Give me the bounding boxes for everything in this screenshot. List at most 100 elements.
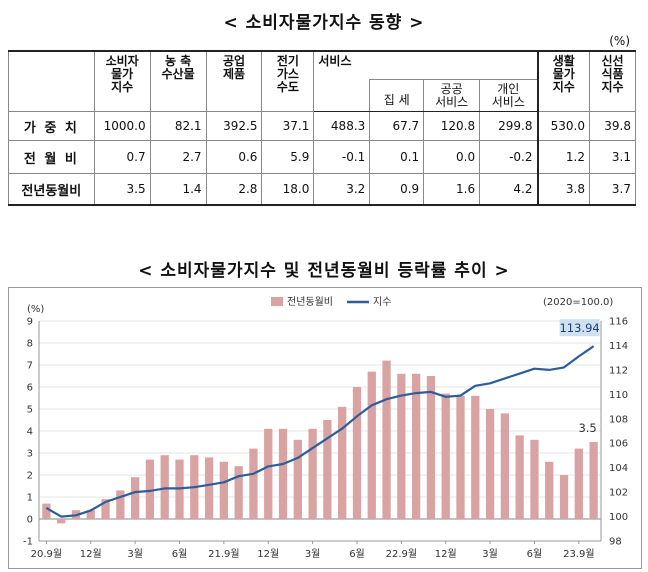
bar	[308, 428, 317, 519]
table-title: < 소비자물가지수 동향 >	[223, 13, 425, 33]
right-tick-label: 104	[609, 463, 628, 474]
left-tick-label: 5	[27, 405, 33, 416]
cell: 392.5	[205, 111, 263, 141]
x-tick-label: 12월	[80, 548, 102, 560]
bar	[293, 439, 302, 519]
bar-callout-label: 3.5	[578, 421, 596, 435]
bar	[411, 373, 421, 519]
left-tick-label: 1	[27, 493, 33, 504]
cell: 3.5	[93, 173, 151, 206]
right-tick-label: 106	[609, 439, 628, 450]
left-tick-label: 8	[27, 339, 33, 350]
bar	[101, 499, 110, 519]
cell: 1000.0	[93, 111, 151, 141]
bar	[86, 510, 95, 519]
index-line	[45, 345, 595, 518]
table-row-yoy: 전년동월비 3.5 1.4 2.8 18.0 3.2 0.9 1.6 4.2 3…	[8, 173, 637, 206]
cell: 0.6	[205, 140, 263, 174]
cell: 3.7	[588, 173, 637, 206]
chart-container: 3.5 113.94 -1 0 1 2 3 4 5 6 7 8 9 98 100 102 104 106 108…	[8, 287, 642, 569]
left-axis-unit: (%)	[27, 304, 44, 315]
cell: 0.9	[369, 173, 425, 206]
row-label: 전 월 비	[8, 140, 95, 174]
header-services: 서비스	[313, 50, 539, 80]
left-tick-label: 3	[27, 449, 33, 460]
bar	[456, 395, 465, 519]
cell: 4.2	[479, 173, 539, 206]
cell: 0.0	[423, 140, 481, 174]
cell: 37.1	[261, 111, 315, 141]
bar	[204, 457, 214, 519]
bar	[559, 475, 569, 519]
bar	[441, 393, 450, 519]
bar	[471, 395, 480, 519]
bar	[42, 503, 51, 519]
x-tick-label: 21.9월	[208, 548, 239, 560]
header-services-blank	[313, 79, 371, 112]
bar	[426, 376, 436, 519]
x-tick-label: 3월	[127, 548, 143, 560]
base-year-note: (2020=100.0)	[543, 297, 613, 308]
x-tick-label: 12월	[257, 548, 279, 560]
right-tick-label: 110	[609, 390, 628, 401]
table-row-mom: 전 월 비 0.7 2.7 0.6 5.9 -0.1 0.1 0.0 -0.2 …	[8, 140, 637, 174]
bar	[574, 448, 583, 519]
x-tick-label: 6월	[527, 548, 543, 560]
cell: 0.7	[93, 140, 151, 174]
bar	[57, 519, 66, 524]
bar	[116, 490, 125, 519]
right-tick-label: 114	[609, 341, 628, 352]
cell: 18.0	[261, 173, 315, 206]
bar	[397, 373, 406, 519]
header-fresh: 신선 식품 지수	[588, 50, 637, 112]
header-living: 생활 물가 지수	[536, 50, 590, 112]
bar	[500, 413, 510, 519]
bar	[323, 420, 332, 519]
bar	[367, 371, 376, 519]
cell: 3.1	[588, 140, 637, 174]
bar	[234, 466, 243, 519]
cell: 3.2	[313, 173, 371, 206]
left-tick-label: 7	[27, 361, 33, 372]
table-unit-label: (%)	[609, 34, 630, 48]
cell: 2.8	[205, 173, 263, 206]
bar	[278, 428, 288, 519]
x-tick-label: 3월	[305, 548, 321, 560]
left-tick-label: -1	[23, 537, 33, 548]
cell: -0.2	[479, 140, 539, 174]
bar	[160, 455, 169, 519]
bar	[382, 360, 391, 519]
right-tick-label: 108	[609, 414, 628, 425]
header-private-services: 개인 서비스	[479, 79, 539, 112]
left-tick-label: 6	[27, 383, 33, 394]
cell: 0.1	[369, 140, 425, 174]
cell: 120.8	[423, 111, 481, 141]
row-label: 전년동월비	[8, 173, 95, 206]
x-tick-label: 6월	[349, 548, 365, 560]
chart-title: < 소비자물가지수 및 전년동월비 등락률 추이 >	[138, 261, 510, 281]
bar	[130, 477, 140, 519]
x-tick-label: 12월	[435, 548, 457, 560]
cell: 1.4	[149, 173, 207, 206]
cell: 299.8	[479, 111, 539, 141]
header-utility: 전기 가스 수도	[261, 50, 315, 112]
x-tick-label: 23.9월	[563, 548, 594, 560]
header-agri: 농 축 수산물	[149, 50, 207, 112]
right-tick-label: 102	[609, 488, 628, 499]
cell: 82.1	[149, 111, 207, 141]
header-rent: 집 세	[369, 79, 425, 112]
bar	[219, 461, 229, 519]
right-tick-label: 100	[609, 512, 628, 523]
cell: 5.9	[261, 140, 315, 174]
cell: -0.1	[313, 140, 371, 174]
index-callout-box	[559, 319, 600, 337]
bar	[545, 461, 554, 519]
right-tick-label: 116	[609, 317, 628, 328]
bar	[352, 387, 362, 519]
table-row-weight: 가 중 치 1000.0 82.1 392.5 37.1 488.3 67.7 …	[8, 111, 637, 141]
header-corner	[8, 50, 95, 112]
x-tick-label: 6월	[172, 548, 188, 560]
left-tick-label: 2	[27, 471, 33, 482]
x-tick-label: 3월	[482, 548, 498, 560]
left-tick-label: 0	[27, 515, 33, 526]
